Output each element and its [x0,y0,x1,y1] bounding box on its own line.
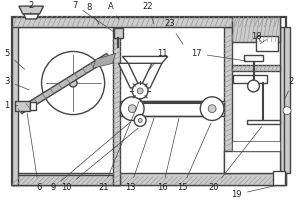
Bar [12,17,280,27]
Text: 9: 9 [51,122,130,192]
Bar [244,55,263,61]
Text: 15: 15 [177,123,211,192]
Circle shape [134,115,146,126]
Text: 17: 17 [191,49,246,61]
Bar [12,17,120,27]
Circle shape [128,105,136,113]
Polygon shape [93,53,116,68]
Bar [232,17,280,42]
Polygon shape [19,6,44,14]
Text: 1: 1 [4,101,18,110]
Bar [247,120,280,124]
Text: 11: 11 [150,49,168,69]
Text: 2: 2 [28,1,33,14]
Text: 23: 23 [164,19,183,44]
Text: 16: 16 [158,118,179,192]
Polygon shape [24,14,39,19]
Text: 8: 8 [86,3,99,24]
Bar [232,141,280,151]
Bar [224,27,232,173]
Text: 7: 7 [72,1,114,32]
Bar [233,75,267,83]
Bar [284,27,290,173]
Circle shape [200,97,224,120]
Bar [280,27,286,173]
Circle shape [283,107,291,115]
Circle shape [120,97,144,120]
Polygon shape [118,63,140,88]
Circle shape [248,80,260,92]
Text: 20: 20 [209,127,262,192]
Text: 6: 6 [27,113,41,192]
Text: A: A [108,2,119,20]
Bar [112,22,120,185]
Bar [30,102,36,110]
Circle shape [138,119,142,122]
Circle shape [132,83,148,99]
Bar [12,17,286,185]
Bar [224,151,280,173]
Bar [12,175,120,185]
Circle shape [137,88,143,94]
Text: 21: 21 [98,101,139,192]
Text: 2: 2 [285,77,297,98]
Bar [232,65,280,71]
Bar [12,17,18,185]
Bar [120,101,224,116]
Bar [273,171,285,185]
Text: 18: 18 [251,32,262,42]
Text: 3: 3 [4,77,29,90]
Circle shape [69,79,77,87]
Bar [18,23,280,179]
Bar [12,173,286,185]
Bar [256,36,278,51]
Polygon shape [18,53,111,114]
Bar [113,28,123,38]
Text: 10: 10 [61,128,138,192]
Text: 5: 5 [4,49,25,69]
Circle shape [208,105,216,113]
Polygon shape [140,63,162,88]
Text: 19: 19 [232,185,278,199]
Circle shape [42,51,105,115]
Text: 22: 22 [143,2,154,24]
Bar [15,101,30,111]
Text: 13: 13 [125,118,154,192]
Polygon shape [122,56,168,63]
